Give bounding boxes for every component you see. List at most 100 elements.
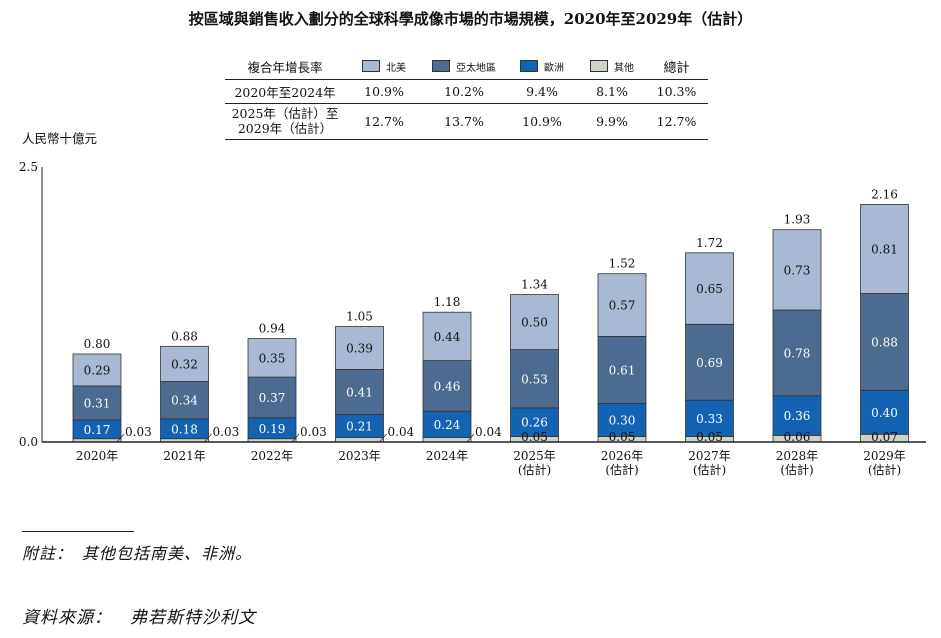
x-tick-label: 2022年 [251, 449, 294, 463]
legend-label-other: 其他 [614, 62, 634, 74]
value-label-asia-pacific: 0.88 [871, 335, 898, 349]
x-tick-label: 2027年 [688, 449, 731, 463]
value-label-europe: 0.24 [434, 418, 461, 432]
cagr-header-total: 總計 [645, 55, 708, 80]
y-tick-label: 2.5 [19, 160, 38, 174]
cagr-cell: 9.4% [505, 79, 579, 104]
leader-line-other [291, 433, 300, 443]
value-label-other: 0.06 [784, 430, 811, 444]
bar-segment-asia-pacific [772, 309, 822, 397]
legend-label-north-america: 北美 [386, 62, 406, 74]
total-label: 1.34 [521, 278, 548, 292]
cagr-cell: 10.9% [505, 103, 579, 140]
chart-title: 按區域與銷售收入劃分的全球科學成像市場的市場規模，2020年至2029年（估計） [188, 10, 753, 28]
value-label-north-america: 0.50 [521, 316, 548, 330]
y-axis-unit-label: 人民幣十億元 [22, 131, 98, 146]
bar-segment-north-america [335, 326, 384, 370]
value-label-other: 0.03 [125, 425, 152, 439]
bar-segment-europe [422, 410, 472, 439]
value-label-europe: 0.40 [871, 406, 898, 420]
total-label: 1.72 [696, 236, 723, 250]
total-label: 2.16 [871, 187, 898, 201]
value-label-asia-pacific: 0.37 [259, 391, 286, 405]
legend-asia-pacific: 亞太地區 [423, 55, 505, 80]
x-tick-label: 2021年 [163, 449, 206, 463]
cagr-row-2025-2029: 2025年（估計）至 2029年（估計） 12.7% 13.7% 10.9% 9.… [225, 103, 708, 140]
value-label-other: 0.03 [213, 425, 240, 439]
value-label-asia-pacific: 0.46 [434, 379, 461, 393]
cagr-row-2020-2024: 2020年至2024年 10.9% 10.2% 9.4% 8.1% 10.3% [225, 79, 708, 104]
cagr-table: 複合年增長率 北美 亞太地區 歐洲 其他 總計 2020年至2024年 10.9… [225, 55, 708, 140]
bar-segment-north-america [772, 229, 822, 311]
x-tick-label: (估計) [605, 462, 638, 477]
value-label-europe: 0.18 [171, 422, 198, 436]
bar-segment-north-america [597, 273, 647, 337]
total-label: 1.18 [434, 295, 461, 309]
bar-segment-europe [772, 395, 822, 436]
legend-label-asia-pacific: 亞太地區 [456, 62, 496, 74]
cagr-cell: 12.7% [345, 103, 423, 140]
x-tick-label: 2028年 [776, 449, 819, 463]
bar-segment-north-america [72, 353, 122, 387]
bar-segment-asia-pacific [860, 293, 909, 391]
bar-segment-asia-pacific [335, 368, 384, 415]
bar-segment-north-america [510, 294, 559, 351]
cagr-row-label-line2: 2029年（估計） [237, 121, 333, 136]
value-label-asia-pacific: 0.53 [521, 372, 548, 386]
x-tick-label: 2023年 [338, 449, 381, 463]
cagr-cell: 10.2% [423, 79, 505, 104]
value-label-asia-pacific: 0.69 [696, 356, 723, 370]
legend-swatch-asia-pacific [432, 60, 450, 72]
total-label: 1.93 [784, 213, 811, 227]
legend-europe: 歐洲 [505, 55, 579, 80]
footnote: 附註： 其他包括南美、非洲。 [22, 544, 253, 563]
legend-other: 其他 [579, 55, 645, 80]
bar-segment-north-america [160, 345, 209, 382]
cagr-row-label: 2025年（估計）至 2029年（估計） [225, 103, 345, 140]
cagr-cell: 9.9% [579, 103, 645, 140]
cagr-cell: 12.7% [645, 103, 708, 140]
value-label-europe: 0.33 [696, 412, 723, 426]
bar-segment-europe [685, 399, 734, 437]
bar-segment-north-america [860, 203, 909, 294]
value-label-north-america: 0.29 [84, 363, 111, 377]
bar-segment-europe [510, 407, 559, 437]
value-label-other: 0.04 [475, 425, 502, 439]
value-label-other: 0.04 [388, 425, 415, 439]
x-tick-label: (估計) [868, 462, 901, 477]
legend-swatch-other [590, 60, 608, 72]
bar-segment-north-america [685, 252, 734, 325]
bar-segment-asia-pacific [422, 360, 472, 412]
value-label-europe: 0.17 [84, 423, 111, 437]
cagr-row-label: 2020年至2024年 [225, 79, 345, 104]
leader-line-other [116, 433, 125, 443]
bar-segment-asia-pacific [160, 381, 209, 420]
value-label-other: 0.07 [871, 430, 898, 444]
source-note: 資料來源： 弗若斯特沙利文 [22, 608, 256, 628]
value-label-europe: 0.21 [346, 420, 373, 434]
x-tick-label: 2029年 [863, 449, 906, 463]
leader-line-other [379, 433, 387, 443]
x-tick-label: 2026年 [601, 449, 644, 463]
legend-label-europe: 歐洲 [544, 62, 564, 74]
cagr-row-label-line1: 2025年（估計）至 [231, 106, 339, 121]
cagr-cell: 10.9% [345, 79, 423, 104]
value-label-other: 0.05 [521, 430, 548, 444]
value-label-other: 0.03 [300, 425, 327, 439]
value-label-europe: 0.26 [521, 416, 548, 430]
total-label: 0.80 [84, 337, 111, 351]
cagr-cell: 13.7% [423, 103, 505, 140]
bar-segment-asia-pacific [685, 323, 734, 401]
value-label-north-america: 0.57 [609, 299, 636, 313]
cagr-cell: 10.3% [645, 79, 708, 104]
cagr-cell: 8.1% [579, 79, 645, 104]
total-label: 1.52 [609, 257, 636, 271]
x-tick-label: (估計) [693, 462, 726, 477]
legend-north-america: 北美 [345, 55, 423, 80]
footnote-divider [22, 531, 134, 532]
value-label-north-america: 0.32 [171, 357, 198, 371]
cagr-header-row: 複合年增長率 北美 亞太地區 歐洲 其他 總計 [225, 55, 708, 80]
value-label-europe: 0.36 [784, 409, 811, 423]
x-tick-label: 2025年 [513, 449, 556, 463]
x-tick-label: 2020年 [76, 449, 119, 463]
